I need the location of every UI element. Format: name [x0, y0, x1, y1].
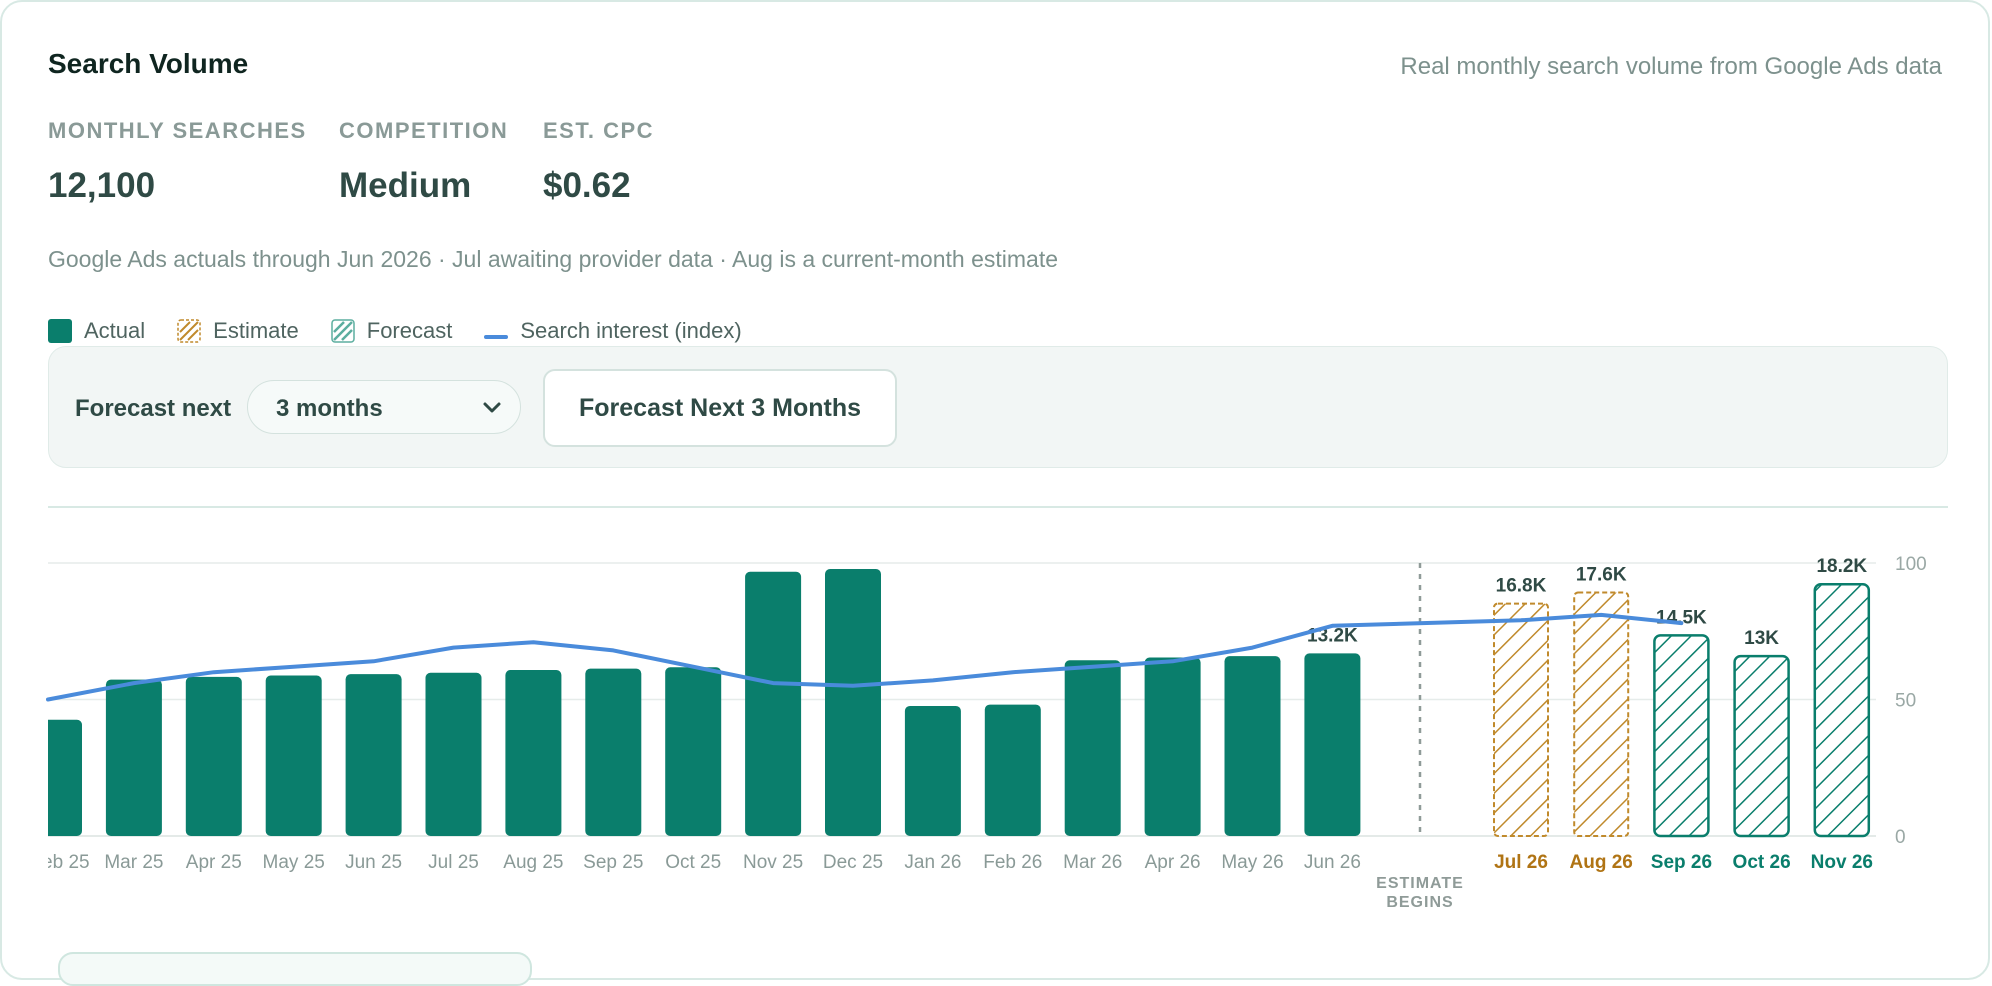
search-volume-chart: 0 50 100 ESTIMATE BEGINS Feb 25 Mar 25 Apr 25 Ma… [30, 554, 1927, 911]
x-axis-tick: Apr 26 [1145, 852, 1201, 873]
x-axis-tick: Feb 26 [983, 852, 1042, 873]
stat-value: 12,100 [48, 166, 156, 205]
bar-data-label: 13.2K [1307, 625, 1358, 646]
legend-estimate: Estimate [177, 318, 299, 344]
x-axis-tick: Dec 25 [823, 852, 883, 873]
forecast-period-select[interactable]: 3 months [247, 380, 521, 434]
bar-forecast [1733, 654, 1790, 838]
bar-data-label: 18.2K [1816, 556, 1867, 577]
legend-estimate-label: Estimate [213, 318, 299, 343]
card-title: Search Volume [48, 48, 249, 79]
x-axis-tick: Mar 26 [1063, 852, 1122, 873]
x-axis-tick: Oct 25 [665, 852, 721, 873]
bar-actual [904, 705, 961, 836]
legend-forecast-swatch [331, 319, 355, 343]
x-axis-tick: May 26 [1221, 852, 1283, 873]
forecast-period-value: 3 months [276, 395, 383, 422]
right-axis-tick: 50 [1895, 691, 1916, 712]
x-axis-tick: Jun 25 [345, 852, 402, 873]
x-axis-tick: Feb 25 [30, 852, 89, 873]
bar-actual [745, 571, 802, 836]
legend-actual: Actual [48, 318, 145, 344]
forecast-button[interactable]: Forecast Next 3 Months [543, 369, 897, 447]
bar-actual [984, 704, 1041, 836]
bar-data-label: 14.5K [1656, 607, 1707, 628]
bar-forecast [1813, 582, 1871, 838]
legend-interest-swatch [484, 335, 509, 339]
legend-interest: Search interest (index) [484, 318, 742, 344]
bar-forecast [1653, 634, 1710, 838]
bar-actual [105, 679, 162, 836]
legend-interest-label: Search interest (index) [520, 318, 742, 343]
x-axis-tick: Aug 25 [503, 852, 563, 873]
stat-label: MONTHLY SEARCHES [48, 118, 307, 143]
bar-estimate [1573, 591, 1630, 837]
right-axis-tick: 100 [1895, 554, 1927, 575]
chart-legend: Actual Estimate Forecast Search interest… [48, 318, 774, 344]
data-note: Google Ads actuals through Jun 2026 · Ju… [48, 246, 1059, 272]
estimate-marker-label: ESTIMATE [1376, 875, 1464, 892]
forecast-label: Forecast next [75, 395, 232, 422]
stat-competition: COMPETITION Medium [339, 118, 508, 206]
bar-actual [425, 672, 482, 836]
bar-data-label: 16.8K [1496, 576, 1547, 597]
bar-actual [265, 675, 322, 836]
section-divider [48, 506, 1948, 508]
x-axis-tick: May 25 [263, 852, 325, 873]
legend-actual-swatch [48, 319, 72, 343]
x-axis-tick: Oct 26 [1733, 852, 1791, 873]
search-interest-line [46, 612, 1684, 702]
x-axis-tick: Nov 25 [743, 852, 803, 873]
legend-actual-label: Actual [84, 318, 146, 343]
bar-data-label: 13K [1744, 628, 1779, 649]
bar-actual [345, 674, 402, 836]
stat-monthly-searches: MONTHLY SEARCHES 12,100 [48, 118, 307, 206]
bar-actual [1224, 656, 1281, 836]
x-axis-tick: Aug 26 [1570, 852, 1633, 873]
x-axis-tick: Jul 26 [1494, 852, 1548, 873]
legend-estimate-swatch [177, 319, 201, 343]
x-axis-tick: Sep 25 [583, 852, 643, 873]
bottom-control[interactable] [58, 952, 532, 986]
x-axis-tick: Mar 25 [104, 852, 163, 873]
bar-actual [185, 676, 242, 836]
x-axis-tick: Jan 26 [904, 852, 961, 873]
bar-actual [825, 569, 881, 836]
bar-actual [1064, 660, 1121, 836]
bar-actual [665, 667, 722, 836]
legend-forecast-label: Forecast [366, 318, 453, 343]
bar-data-label: 17.6K [1576, 565, 1627, 586]
bar-actual [48, 719, 82, 836]
forecast-toolbar: Forecast next 3 months Forecast Next 3 M… [48, 346, 1948, 468]
stat-est-cpc: EST. CPC $0.62 [543, 118, 654, 206]
stat-label: COMPETITION [339, 118, 509, 143]
chevron-down-icon [483, 402, 501, 413]
bar-actual [1144, 657, 1201, 836]
card-subtitle: Real monthly search volume from Google A… [1400, 53, 1942, 80]
stat-label: EST. CPC [543, 118, 655, 143]
x-axis-tick: Nov 26 [1811, 852, 1873, 873]
bar-actual [505, 669, 562, 836]
x-axis-tick: Jun 26 [1304, 852, 1361, 873]
stat-value: $0.62 [543, 166, 631, 205]
bar-actual [585, 668, 642, 836]
x-axis-tick: Sep 26 [1651, 852, 1712, 873]
x-axis-tick: Jul 25 [428, 852, 479, 873]
estimate-marker-label: BEGINS [1386, 894, 1453, 911]
legend-forecast: Forecast [331, 318, 453, 344]
right-axis-tick: 0 [1895, 827, 1906, 848]
stat-value: Medium [339, 166, 472, 205]
bar-actual [1304, 653, 1361, 836]
bar-estimate [1493, 602, 1549, 837]
x-axis-tick: Apr 25 [186, 852, 242, 873]
